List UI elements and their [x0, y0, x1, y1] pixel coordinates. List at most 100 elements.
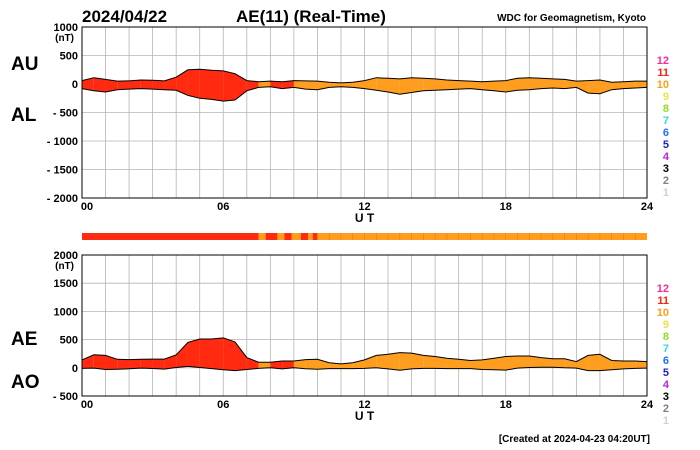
ae-ao-area-segment — [364, 355, 377, 369]
station-bar-segment — [265, 233, 278, 240]
ae-ao-ae-line — [81, 337, 648, 365]
ae-ao-area-segment — [505, 355, 518, 371]
ae-ao-station-scale-label: 8 — [663, 331, 669, 343]
ae-ao-area-segment — [93, 354, 106, 370]
au-al-x-ticks: 00 06 12 18 24 — [81, 201, 654, 213]
station-bar-segment — [312, 233, 318, 240]
ae-ao-area-segment — [576, 355, 589, 371]
ae-ao-frame — [81, 254, 648, 397]
ae-ao-series — [81, 337, 648, 372]
ae-ao-x-tick-label: 18 — [500, 399, 512, 411]
ae-ao-station-scale-label: 4 — [663, 379, 670, 391]
ae-ao-area-segment — [470, 359, 483, 370]
ae-ao-area-segment — [129, 359, 141, 369]
ae-ao-x-tick-label: 00 — [81, 399, 93, 411]
ae-ao-area-segment — [517, 355, 530, 369]
au-al-area-segment — [282, 80, 294, 89]
ae-ao-area-segment — [235, 341, 247, 371]
ae-ao-x-tick-label: 12 — [358, 399, 370, 411]
ae-ao-x-tick-label: 24 — [641, 399, 654, 411]
au-label: AU — [11, 54, 38, 75]
ae-ao-station-scale-label: 5 — [663, 367, 669, 379]
au-al-y-tick-label: - 1500 — [47, 165, 78, 177]
ae-ao-y-tick-label: 1000 — [54, 306, 78, 318]
ae-ao-station-scale-label: 6 — [663, 355, 669, 367]
au-al-area-segment — [482, 81, 494, 91]
ae-ao-area-segment — [541, 357, 553, 368]
au-al-area-segment — [517, 77, 530, 91]
ae-ao-area-segment — [635, 361, 647, 369]
ae-ao-area-segment — [340, 362, 353, 369]
au-al-x-tick-label: 12 — [358, 201, 370, 213]
ae-ao-area-segment — [493, 356, 506, 371]
ae-ao-area-segment — [329, 362, 341, 369]
ae-ao-area-segment — [446, 358, 459, 369]
au-al-y-label: (nT) — [55, 33, 74, 44]
station-bar-segment — [82, 233, 259, 240]
au-al-area-segment — [588, 80, 600, 94]
au-al-station-scale-label: 11 — [657, 67, 669, 79]
ae-ao-area-segment — [246, 357, 259, 370]
station-bar-segment — [291, 233, 301, 240]
au-al-station-scale-label: 8 — [663, 103, 669, 115]
ae-ao-area-segment — [482, 358, 494, 370]
au-al-station-scale-label: 7 — [663, 115, 669, 127]
ae-ao-area-segment — [611, 360, 624, 370]
au-al-area-segment — [423, 78, 436, 91]
ae-ao-y-tick-label: 500 — [60, 335, 78, 347]
ae-ao-area-segment — [305, 359, 318, 370]
ae-ao-area-segment — [623, 361, 636, 369]
au-al-station-scale-label: 9 — [663, 91, 669, 103]
au-al-station-scale-label: 10 — [657, 79, 669, 91]
au-al-y-tick-label: 1000 — [54, 22, 78, 34]
au-al-area-segment — [258, 81, 271, 88]
station-count-bar — [82, 233, 647, 240]
au-al-area-segment — [340, 82, 353, 88]
ae-ao-area-segment — [317, 359, 330, 370]
au-al-area-segment — [364, 77, 377, 91]
au-al-y-tick-label: - 1000 — [47, 136, 78, 148]
ae-ao-area-segment — [140, 359, 153, 369]
ae-ao-x-ticks: 00 06 12 18 24 — [81, 399, 654, 411]
ae-ao-y-label: (nT) — [55, 261, 74, 272]
au-al-station-scale-label: 2 — [663, 175, 669, 187]
ae-ao-area-segment — [293, 359, 306, 369]
ae-ao-station-scale-label: 11 — [657, 295, 669, 307]
ae-ao-station-scale-label: 10 — [657, 307, 669, 319]
au-al-al-line — [81, 86, 648, 102]
au-al-area-segment — [93, 77, 106, 92]
au-al-area-segment — [235, 73, 247, 100]
ae-ao-area-segment — [388, 352, 400, 371]
ae-ao-area-segment — [529, 355, 542, 368]
ae-ao-y-tick-label: - 500 — [53, 391, 78, 403]
ae-ao-area-segment — [376, 354, 389, 369]
chart-date: 2024/04/22 — [82, 7, 167, 26]
au-al-y-tick-label: - 500 — [53, 108, 78, 120]
au-al-x-tick-label: 06 — [217, 201, 229, 213]
au-al-area-segment — [129, 80, 141, 90]
au-al-area-segment — [270, 81, 283, 89]
au-al-area-segment — [140, 80, 153, 90]
station-bar-segment — [277, 233, 285, 240]
au-al-area-segment — [329, 82, 341, 88]
ae-ao-x-tick-label: 06 — [217, 399, 229, 411]
ae-ao-area-segment — [187, 339, 200, 368]
ae-ao-y-tick-label: 1500 — [54, 278, 78, 290]
au-al-x-tick-label: 00 — [81, 201, 93, 213]
ae-ao-area-segment — [117, 359, 130, 370]
au-al-frame — [81, 26, 648, 199]
au-al-station-scale-label: 12 — [657, 55, 669, 67]
ao-label: AO — [11, 372, 40, 393]
au-al-area-segment — [446, 80, 459, 90]
au-al-area-segment — [623, 81, 636, 89]
au-al-area-segment — [399, 77, 412, 95]
au-al-x-tick-label: 24 — [641, 201, 654, 213]
ae-ao-area-segment — [423, 355, 436, 369]
au-al-area-segment — [635, 81, 647, 88]
ae-ao-station-scale-label: 9 — [663, 319, 669, 331]
ae-ao-area-segment — [223, 337, 236, 371]
